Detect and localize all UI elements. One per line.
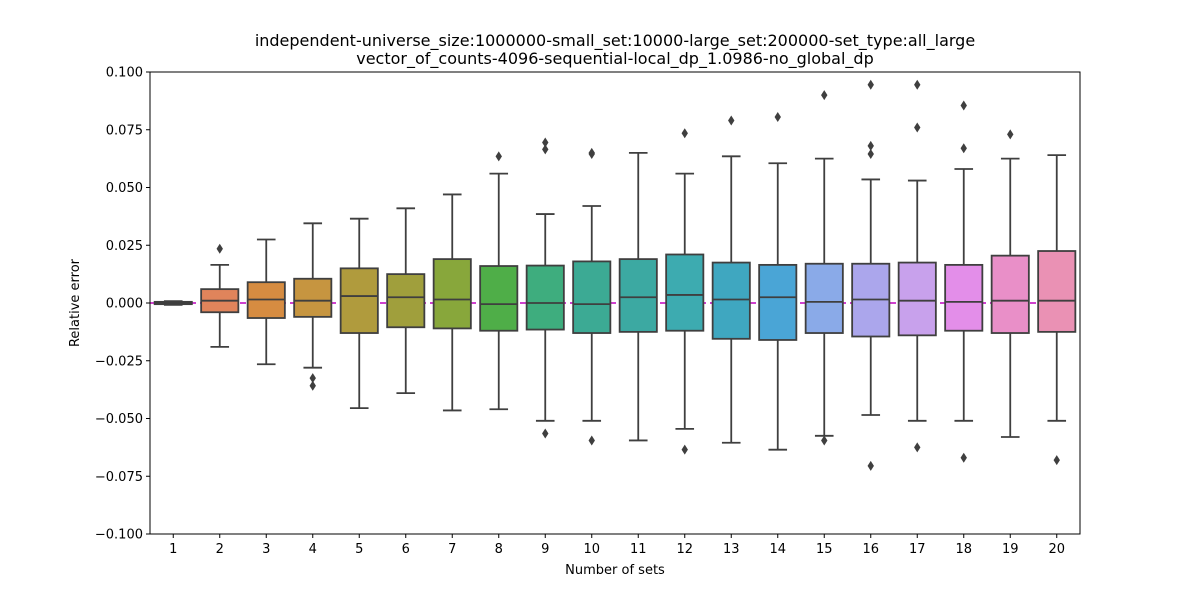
- box-2: [200, 243, 240, 348]
- y-tick-label: −0.100: [95, 528, 143, 543]
- outlier-point: [495, 151, 502, 162]
- y-tick-label: 0.050: [106, 181, 143, 196]
- x-tick-label: 1: [169, 542, 177, 557]
- iqr-box: [711, 261, 751, 340]
- iqr-box: [293, 277, 333, 318]
- outlier-point: [309, 380, 316, 391]
- x-tick-label: 18: [955, 542, 972, 557]
- box-3: [246, 238, 286, 366]
- outlier-point: [1053, 455, 1060, 466]
- x-tick-label: 16: [862, 542, 879, 557]
- box-5: [339, 217, 379, 410]
- iqr-box: [1037, 250, 1077, 333]
- box-8: [479, 151, 519, 411]
- box-9: [525, 137, 565, 439]
- outlier-point: [588, 149, 595, 160]
- outlier-point: [914, 79, 921, 90]
- box-14: [758, 112, 798, 451]
- outlier-point: [821, 435, 828, 446]
- outlier-point: [774, 112, 781, 123]
- x-tick-label: 17: [909, 542, 926, 557]
- axis-layer: −0.100 −0.075 −0.050 −0.025 0.000 0.025 0.050 0…: [95, 66, 1081, 557]
- x-tick-label: 8: [495, 542, 503, 557]
- x-tick-label: 7: [448, 542, 456, 557]
- box-20: [1037, 154, 1077, 466]
- y-tick-label: 0.025: [106, 239, 143, 254]
- x-tick-label: 4: [309, 542, 317, 557]
- iqr-box: [990, 254, 1030, 334]
- outlier-point: [867, 460, 874, 471]
- iqr-box: [572, 260, 612, 334]
- box-18: [944, 100, 984, 463]
- box-15: [804, 90, 844, 446]
- y-tick-label: 0.100: [106, 66, 143, 81]
- iqr-box: [525, 264, 565, 331]
- box-11: [618, 151, 658, 442]
- outlier-point: [960, 143, 967, 154]
- outlier-point: [216, 243, 223, 254]
- y-tick-label: 0.000: [106, 297, 143, 312]
- box-1: [153, 300, 193, 306]
- outlier-point: [542, 144, 549, 155]
- box-6: [386, 207, 426, 394]
- outlier-point: [681, 444, 688, 455]
- outlier-point: [867, 140, 874, 151]
- box-16: [851, 79, 891, 471]
- y-tick-label: −0.075: [95, 470, 143, 485]
- box-12: [665, 128, 705, 455]
- iqr-box: [758, 263, 798, 341]
- x-tick-label: 11: [630, 542, 647, 557]
- box-13: [711, 115, 751, 444]
- outlier-point: [542, 428, 549, 439]
- iqr-box: [944, 263, 984, 332]
- iqr-box: [897, 261, 937, 337]
- outlier-point: [588, 435, 595, 446]
- y-axis-label: Relative error: [68, 258, 83, 347]
- y-tick-label: 0.075: [106, 123, 143, 138]
- box-17: [897, 79, 937, 453]
- outlier-point: [542, 137, 549, 148]
- x-tick-label: 14: [769, 542, 786, 557]
- x-tick-label: 15: [816, 542, 833, 557]
- outlier-point: [309, 373, 316, 384]
- outlier-point: [681, 128, 688, 139]
- x-tick-label: 20: [1048, 542, 1065, 557]
- box-4: [293, 222, 333, 391]
- x-tick-label: 6: [402, 542, 410, 557]
- y-tick-label: −0.050: [95, 412, 143, 427]
- outlier-point: [960, 452, 967, 463]
- outlier-point: [914, 442, 921, 453]
- outlier-point: [960, 100, 967, 111]
- outlier-point: [728, 115, 735, 126]
- x-tick-label: 2: [216, 542, 224, 557]
- iqr-box: [432, 258, 472, 330]
- outlier-point: [914, 122, 921, 133]
- outlier-point: [867, 79, 874, 90]
- x-axis-label: Number of sets: [565, 563, 665, 578]
- iqr-box: [618, 258, 658, 333]
- iqr-box: [665, 253, 705, 332]
- y-tick-label: −0.025: [95, 354, 143, 369]
- box-layer: [153, 79, 1077, 471]
- x-tick-label: 13: [723, 542, 740, 557]
- outlier-point: [821, 90, 828, 101]
- chart-title-line-2: vector_of_counts-4096-sequential-local_d…: [356, 49, 874, 69]
- x-tick-label: 9: [541, 542, 549, 557]
- box-10: [572, 147, 612, 446]
- iqr-box: [386, 273, 426, 329]
- outlier-point: [1007, 129, 1014, 140]
- x-tick-label: 5: [355, 542, 363, 557]
- x-tick-label: 10: [583, 542, 600, 557]
- outlier-point: [867, 149, 874, 160]
- x-tick-label: 3: [262, 542, 270, 557]
- box-19: [990, 129, 1030, 438]
- iqr-box: [804, 262, 844, 334]
- iqr-box: [339, 267, 379, 334]
- iqr-box: [479, 265, 519, 332]
- x-tick-label: 19: [1002, 542, 1019, 557]
- box-7: [432, 193, 472, 412]
- chart-title-line-1: independent-universe_size:1000000-small_…: [255, 31, 975, 51]
- x-tick-label: 12: [676, 542, 693, 557]
